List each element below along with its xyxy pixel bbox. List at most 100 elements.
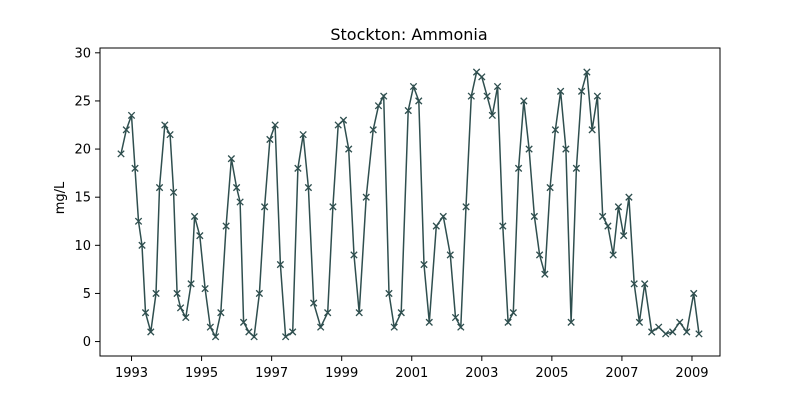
data-point bbox=[206, 323, 214, 331]
data-point bbox=[345, 145, 353, 153]
data-point bbox=[161, 121, 169, 129]
data-point bbox=[420, 260, 428, 269]
data-point bbox=[350, 251, 358, 259]
data-point bbox=[294, 164, 302, 172]
x-tick-label: 1995 bbox=[185, 366, 218, 381]
y-axis-label: mg/L bbox=[53, 181, 68, 214]
data-point bbox=[562, 145, 570, 153]
y-tick-label: 10 bbox=[74, 239, 91, 254]
data-point bbox=[190, 212, 199, 221]
x-tick-label: 2003 bbox=[465, 366, 498, 381]
data-point bbox=[598, 212, 607, 221]
data-point bbox=[604, 222, 612, 230]
data-point bbox=[467, 92, 475, 100]
data-point bbox=[227, 155, 236, 163]
data-point bbox=[141, 309, 150, 317]
data-point bbox=[451, 313, 460, 322]
x-tick-label: 1997 bbox=[255, 366, 288, 381]
data-point bbox=[514, 164, 523, 172]
x-tick-label: 2001 bbox=[395, 366, 428, 381]
data-point bbox=[620, 232, 628, 240]
data-point bbox=[567, 318, 575, 326]
data-point bbox=[138, 241, 146, 249]
data-point bbox=[187, 280, 195, 288]
data-point bbox=[425, 318, 433, 326]
data-point bbox=[499, 222, 507, 230]
data-point bbox=[662, 330, 670, 338]
data-point bbox=[217, 309, 225, 317]
data-point bbox=[695, 330, 703, 338]
data-point bbox=[609, 251, 617, 259]
data-point bbox=[432, 222, 440, 230]
data-point bbox=[535, 251, 544, 259]
data-point bbox=[478, 73, 486, 81]
x-tick-label: 2007 bbox=[605, 366, 638, 381]
data-point bbox=[457, 323, 465, 331]
y-tick-label: 15 bbox=[74, 191, 91, 206]
data-point bbox=[572, 164, 581, 172]
data-point bbox=[641, 280, 649, 288]
data-point bbox=[236, 198, 244, 206]
x-tick-label: 2005 bbox=[535, 366, 568, 381]
data-point bbox=[152, 289, 160, 298]
data-point bbox=[122, 126, 130, 134]
data-point bbox=[546, 183, 554, 192]
data-point bbox=[317, 323, 325, 331]
data-point bbox=[176, 304, 185, 312]
data-point bbox=[362, 193, 370, 201]
data-point bbox=[390, 323, 398, 331]
data-point bbox=[182, 313, 190, 322]
data-point bbox=[488, 111, 496, 120]
data-point bbox=[551, 126, 560, 134]
data-point bbox=[690, 289, 698, 298]
data-point bbox=[625, 193, 633, 201]
data-point bbox=[329, 203, 337, 211]
data-point bbox=[614, 203, 623, 211]
data-point bbox=[439, 212, 447, 221]
data-point bbox=[683, 328, 691, 336]
y-tick-label: 25 bbox=[74, 94, 91, 109]
data-point bbox=[147, 328, 155, 336]
data-point bbox=[415, 97, 423, 105]
data-point bbox=[196, 232, 204, 240]
x-tick-label: 2009 bbox=[675, 366, 708, 381]
data-point bbox=[583, 68, 591, 76]
data-point bbox=[525, 145, 533, 153]
y-tick-label: 20 bbox=[74, 143, 91, 158]
data-point bbox=[166, 130, 174, 139]
data-point bbox=[676, 318, 684, 326]
data-point bbox=[397, 309, 405, 317]
data-point bbox=[134, 217, 143, 225]
data-point bbox=[232, 183, 241, 192]
y-tick-label: 30 bbox=[74, 46, 91, 61]
series-markers bbox=[117, 68, 703, 341]
data-point bbox=[493, 82, 502, 91]
plot-area bbox=[99, 47, 721, 357]
data-point bbox=[255, 289, 264, 298]
x-tick-label: 1999 bbox=[325, 366, 358, 381]
data-point bbox=[276, 260, 285, 269]
data-point bbox=[635, 318, 644, 326]
data-point bbox=[304, 183, 313, 192]
data-point bbox=[131, 164, 139, 172]
data-point bbox=[260, 203, 269, 211]
data-point bbox=[201, 284, 209, 293]
data-point bbox=[462, 203, 470, 211]
data-point bbox=[299, 130, 307, 139]
data-point bbox=[669, 328, 677, 336]
data-point bbox=[446, 251, 454, 259]
data-point bbox=[222, 222, 230, 230]
data-point bbox=[155, 183, 164, 192]
data-point bbox=[355, 309, 363, 317]
data-point bbox=[409, 82, 418, 91]
data-point bbox=[117, 150, 125, 158]
x-axis: 1993 1995 1997 1999 2001 2003 2005 2007 2009 bbox=[115, 356, 709, 381]
data-point bbox=[504, 318, 512, 326]
data-point bbox=[239, 318, 248, 326]
x-tick-label: 1993 bbox=[115, 366, 148, 381]
data-point bbox=[380, 92, 388, 100]
data-point bbox=[271, 121, 279, 129]
data-point bbox=[266, 135, 274, 144]
data-point bbox=[530, 212, 539, 221]
data-point bbox=[593, 92, 602, 100]
